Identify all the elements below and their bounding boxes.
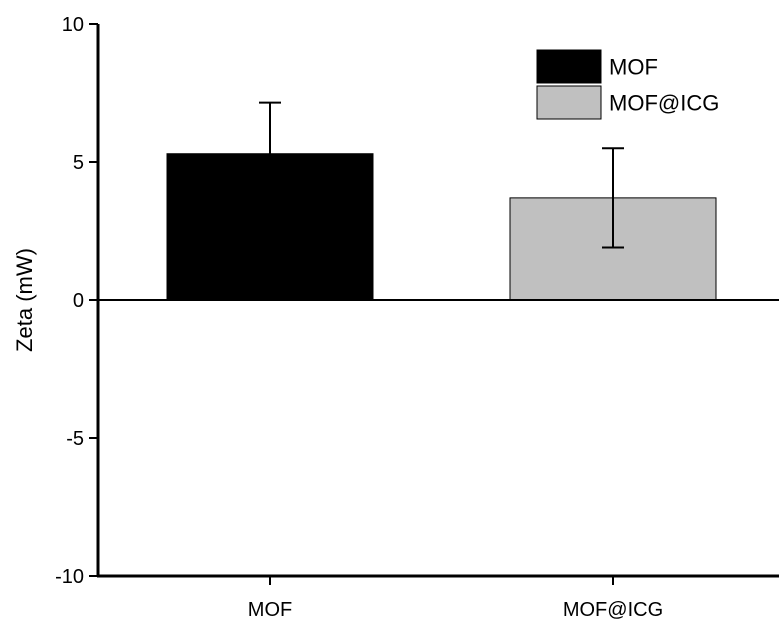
error-bar-mof-icg (602, 147, 624, 249)
error-bar-mof (259, 101, 281, 206)
x-tick-label: MOF (248, 599, 292, 621)
x-tick-label: MOF@ICG (563, 599, 663, 621)
legend-label: MOF (609, 55, 658, 80)
y-tick-label: 10 (62, 14, 84, 36)
legend: MOF MOF@ICG (536, 49, 719, 120)
y-tick-label: -5 (66, 428, 84, 450)
legend-swatch (536, 49, 602, 84)
y-tick-label: 5 (73, 152, 84, 174)
y-axis-title: Zeta (mW) (12, 248, 37, 352)
bars-layer (166, 153, 717, 301)
error-bars-layer (259, 101, 624, 249)
y-tick-label: -10 (55, 566, 84, 588)
legend-swatch (536, 85, 602, 120)
ticks-layer: MOF MOF@ICG -10 -5 0 5 10 (55, 14, 663, 621)
legend-label: MOF@ICG (609, 91, 719, 116)
y-tick-label: 0 (73, 290, 84, 312)
